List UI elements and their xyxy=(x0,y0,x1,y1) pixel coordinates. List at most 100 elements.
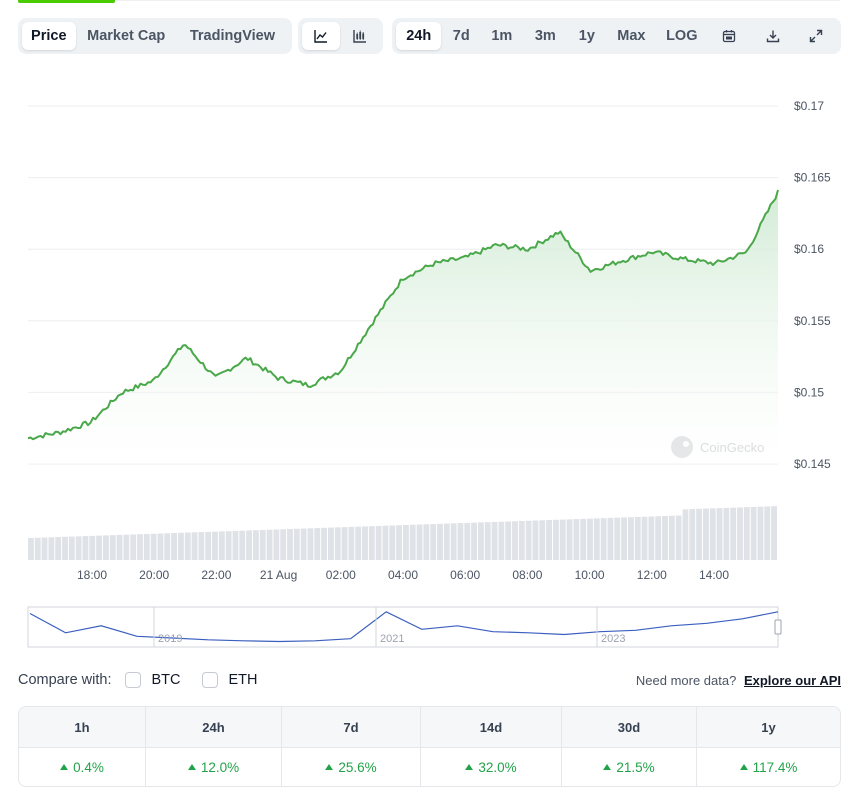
perf-value: 12.0% xyxy=(146,748,281,786)
volume-bar xyxy=(116,534,123,560)
range-24h[interactable]: 24h xyxy=(396,22,442,50)
volume-bar xyxy=(750,506,757,560)
volume-bar xyxy=(532,520,539,560)
candlestick-chart-button[interactable] xyxy=(342,22,380,50)
checkbox-box[interactable] xyxy=(202,672,219,688)
volume-bar xyxy=(389,525,396,560)
range-max[interactable]: Max xyxy=(617,28,646,44)
range-handle[interactable] xyxy=(774,619,782,635)
volume-bar xyxy=(225,531,232,560)
volume-bar xyxy=(655,516,662,560)
y-tick-label: $0.16 xyxy=(794,242,824,256)
fullscreen-button[interactable] xyxy=(796,22,838,50)
volume-bar xyxy=(150,533,157,560)
range-tabs: 24h 7d 1m 3m 1y Max LOG xyxy=(392,18,841,54)
volume-bar xyxy=(341,527,348,560)
checkbox-box[interactable] xyxy=(125,672,142,688)
volume-bar xyxy=(300,528,307,560)
perf-col-1y: 1y 117.4% xyxy=(697,707,840,786)
volume-bar xyxy=(464,522,471,560)
volume-bar xyxy=(518,520,525,560)
volume-bar xyxy=(334,527,341,560)
x-tick-label: 08:00 xyxy=(512,568,542,582)
tab-tradingview[interactable]: TradingView xyxy=(189,28,275,44)
volume-bar xyxy=(743,507,750,560)
volume-bar xyxy=(218,531,225,560)
volume-bar xyxy=(130,534,137,560)
volume-bar xyxy=(273,529,280,560)
range-1y[interactable]: 1y xyxy=(578,28,595,44)
volume-bar xyxy=(164,533,171,560)
volume-bar xyxy=(457,523,464,560)
compare-eth-label: ETH xyxy=(228,672,258,688)
perf-period: 14d xyxy=(421,707,561,748)
volume-bar xyxy=(546,520,552,560)
perf-period: 24h xyxy=(146,707,281,748)
tab-market-cap[interactable]: Market Cap xyxy=(87,28,166,44)
up-arrow-icon xyxy=(60,764,69,770)
volume-bar xyxy=(634,516,641,560)
y-tick-label: $0.15 xyxy=(794,385,824,399)
compare-eth-checkbox[interactable]: ETH xyxy=(202,672,257,688)
volume-bar xyxy=(368,526,375,560)
volume-bar xyxy=(628,517,634,560)
compare-btc-checkbox[interactable]: BTC xyxy=(125,672,180,688)
y-tick-label: $0.145 xyxy=(794,457,831,471)
perf-col-7d: 7d 25.6% xyxy=(282,707,421,786)
volume-bar xyxy=(641,516,648,560)
price-area xyxy=(28,190,778,464)
date-range-button[interactable] xyxy=(709,22,751,50)
volume-bar xyxy=(62,536,68,560)
volume-bar xyxy=(34,537,41,560)
volume-bar xyxy=(409,524,416,560)
up-arrow-icon xyxy=(603,764,612,770)
volume-bar xyxy=(259,529,266,560)
perf-period: 1h xyxy=(19,707,145,748)
volume-bar xyxy=(68,536,75,560)
range-3m[interactable]: 3m xyxy=(534,28,556,44)
volume-bar xyxy=(321,527,327,560)
volume-bar xyxy=(478,522,484,560)
range-7d[interactable]: 7d xyxy=(452,28,470,44)
x-tick-label: 04:00 xyxy=(388,568,418,582)
volume-bar xyxy=(253,530,259,560)
volume-bar xyxy=(593,518,600,560)
volume-bar xyxy=(75,536,82,560)
coingecko-watermark: CoinGecko xyxy=(671,436,764,458)
tab-price[interactable]: Price xyxy=(22,22,76,50)
volume-bar xyxy=(587,518,593,560)
volume-bar xyxy=(246,530,252,560)
volume-bar xyxy=(525,520,532,560)
x-tick-label: 14:00 xyxy=(699,568,729,582)
volume-bar xyxy=(723,507,730,560)
volume-bar xyxy=(55,537,62,560)
volume-bar xyxy=(171,533,177,560)
volume-bar xyxy=(614,517,621,560)
volume-bar xyxy=(675,515,682,560)
volume-bar xyxy=(682,509,689,560)
volume-bar xyxy=(103,535,109,560)
volume-bar xyxy=(266,529,273,560)
volume-bar xyxy=(416,524,423,560)
line-chart-button[interactable] xyxy=(302,22,340,50)
volume-bar xyxy=(512,521,518,560)
range-1m[interactable]: 1m xyxy=(491,28,513,44)
perf-value: 117.4% xyxy=(697,748,840,786)
compare-label: Compare with: xyxy=(18,672,112,688)
explore-api-link[interactable]: Explore our API xyxy=(743,672,841,688)
volume-bar xyxy=(293,528,300,560)
perf-value: 21.5% xyxy=(562,748,696,786)
volume-bar xyxy=(178,532,184,560)
volume-bar xyxy=(737,507,743,560)
x-tick-label: 12:00 xyxy=(637,568,667,582)
volume-bar xyxy=(757,506,764,560)
scale-log[interactable]: LOG xyxy=(666,28,698,44)
volume-bar xyxy=(484,522,491,560)
perf-value: 32.0% xyxy=(421,748,561,786)
price-chart[interactable]: $0.17 $0.165 $0.16 $0.155 $0.15 $0.145 CoinGe… xyxy=(0,60,860,660)
volume-bar xyxy=(205,531,212,560)
overview-year-label: 2021 xyxy=(380,633,404,645)
download-button[interactable] xyxy=(752,22,794,50)
volume-bar xyxy=(403,525,409,560)
volume-bar xyxy=(191,532,198,560)
